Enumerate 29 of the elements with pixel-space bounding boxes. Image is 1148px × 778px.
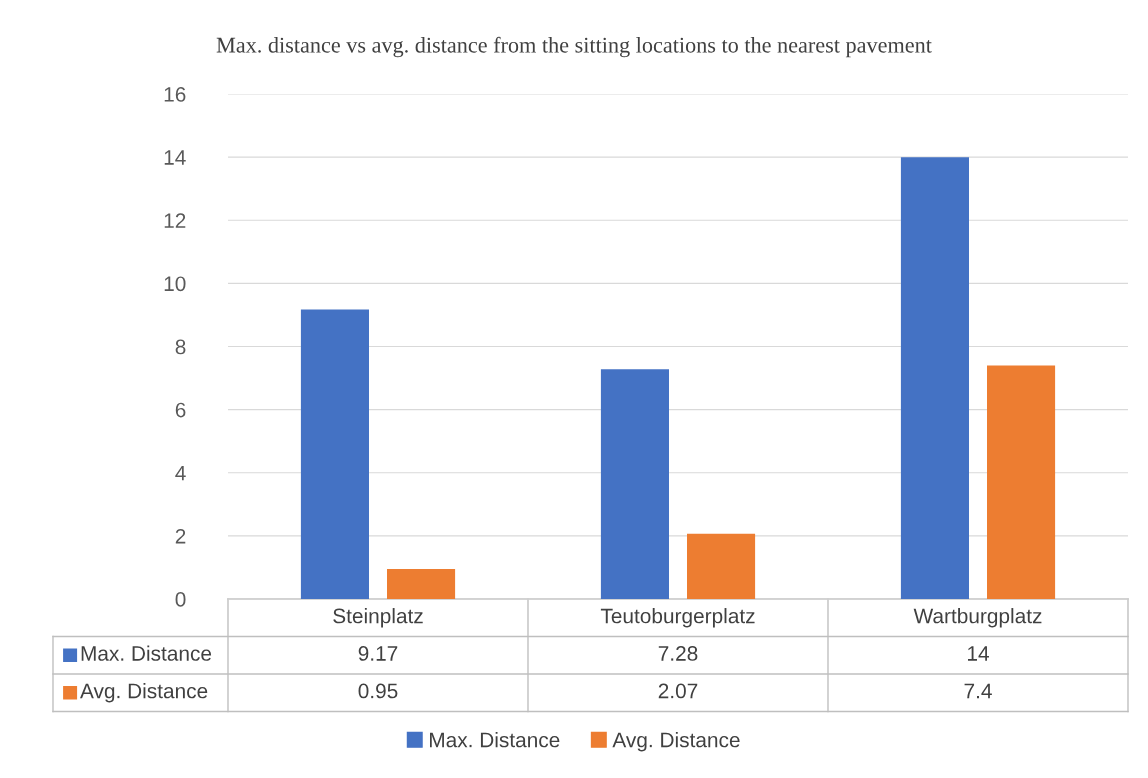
y-tick-label: 10 bbox=[164, 276, 186, 292]
y-tick-label: 6 bbox=[175, 402, 186, 418]
data-label: 9.17 bbox=[358, 646, 398, 661]
data-label: 14 bbox=[968, 646, 989, 661]
chart-title: Max. distance vs avg. distance from the sitting locations to the nearest pavement bbox=[216, 36, 932, 58]
y-tick-label: 8 bbox=[175, 339, 186, 355]
y-tick-label: 12 bbox=[164, 213, 186, 228]
y-tick-label: 4 bbox=[175, 465, 186, 481]
bar bbox=[687, 533, 756, 599]
bar bbox=[300, 309, 369, 599]
data-label: 2.07 bbox=[658, 683, 698, 699]
y-tick-label: 14 bbox=[164, 150, 186, 165]
y-tick-label: 16 bbox=[164, 87, 186, 102]
text: Max. Distance bbox=[430, 732, 560, 748]
y-tick-label: 0 bbox=[175, 592, 186, 607]
x-tick-label: Teutoburgerplatz bbox=[600, 608, 755, 628]
bar bbox=[600, 369, 669, 599]
bar bbox=[900, 157, 969, 599]
x-tick-label: Wartburgplatz bbox=[913, 608, 1042, 628]
legend-label: Avg. Distance bbox=[612, 732, 740, 752]
text: Avg. Distance bbox=[80, 683, 208, 703]
x-tick-label: Steinplatz bbox=[333, 608, 423, 628]
bar bbox=[987, 365, 1056, 599]
data-label: 7.28 bbox=[658, 646, 698, 661]
data-label: 7.4 bbox=[964, 683, 992, 699]
bar bbox=[387, 569, 456, 599]
y-tick-label: 2 bbox=[175, 528, 186, 544]
data-label: 0.95 bbox=[358, 683, 398, 699]
legend-label: Max. Distance bbox=[81, 645, 212, 661]
